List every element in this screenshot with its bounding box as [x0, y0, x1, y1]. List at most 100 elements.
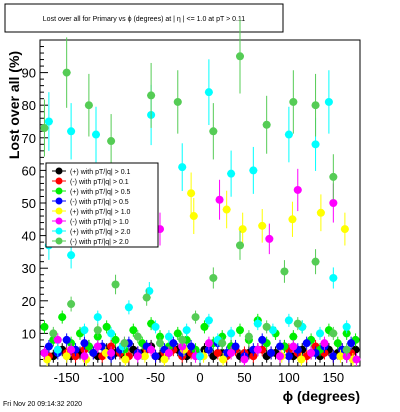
data-point — [80, 326, 89, 335]
data-point — [311, 101, 320, 110]
data-point — [215, 195, 224, 204]
x-tick-label: -50 — [146, 370, 165, 385]
legend-marker — [55, 167, 63, 175]
data-point — [164, 348, 173, 357]
y-tick-label: 20 — [22, 294, 36, 309]
data-point — [280, 267, 289, 276]
legend-marker — [55, 217, 63, 225]
data-point — [145, 287, 154, 296]
data-point — [140, 352, 149, 361]
y-tick-label: 40 — [22, 229, 36, 244]
x-tick-label: 100 — [278, 370, 300, 385]
data-point — [227, 329, 236, 338]
data-point — [169, 339, 178, 348]
data-point — [293, 185, 302, 194]
timestamp: Fri Nov 20 09:14:32 2020 — [3, 401, 82, 408]
data-point — [288, 215, 297, 224]
data-point — [227, 348, 236, 357]
legend: (+) with pT/|q| > 0.1 (-) with pT/|q| > 0… — [45, 162, 159, 248]
legend-marker — [55, 237, 63, 245]
data-point — [173, 97, 182, 106]
data-point — [284, 130, 293, 139]
data-point — [329, 199, 338, 207]
data-point — [258, 335, 267, 344]
chart-title: Lost over all for Primary vs ϕ (degrees)… — [43, 16, 246, 23]
data-point — [311, 140, 320, 149]
legend-marker — [55, 197, 63, 205]
data-point — [40, 322, 49, 331]
data-point — [133, 352, 142, 361]
data-point — [262, 322, 271, 331]
data-point — [333, 339, 342, 348]
data-point — [347, 339, 356, 348]
data-point — [352, 355, 361, 364]
data-point — [40, 348, 49, 357]
data-point — [62, 68, 71, 77]
legend-marker — [55, 177, 63, 185]
data-point — [93, 326, 102, 335]
legend-label: (+) with pT/|q| > 1.0 — [70, 209, 131, 216]
data-point — [209, 273, 218, 282]
data-point — [200, 322, 209, 331]
data-point — [302, 339, 311, 348]
data-point — [53, 345, 62, 354]
data-point — [49, 329, 58, 338]
data-point — [204, 339, 213, 348]
data-point — [151, 322, 160, 331]
data-point — [67, 300, 76, 309]
data-point — [80, 339, 89, 348]
data-point — [92, 130, 100, 139]
data-point — [84, 101, 93, 110]
data-point — [67, 251, 76, 260]
data-point — [284, 352, 293, 361]
data-point — [67, 345, 76, 354]
data-point — [53, 335, 62, 344]
data-point — [289, 332, 298, 341]
data-point — [107, 329, 116, 338]
data-point — [231, 342, 240, 351]
legend-box — [45, 162, 159, 248]
x-tick-label: 150 — [322, 370, 344, 385]
data-point — [142, 293, 151, 302]
data-point — [164, 332, 173, 341]
legend-marker — [55, 187, 63, 195]
y-tick-label: 70 — [22, 131, 36, 146]
data-point — [62, 335, 71, 344]
legend-label: (-) with pT/|q| > 2.0 — [70, 239, 129, 246]
data-point — [67, 127, 76, 136]
legend-marker — [55, 227, 63, 235]
data-point — [222, 205, 231, 214]
data-point — [289, 342, 298, 351]
data-point — [329, 352, 338, 361]
data-point — [316, 208, 325, 217]
data-point — [342, 345, 351, 354]
data-point — [93, 313, 102, 322]
data-point — [89, 348, 98, 357]
data-point — [204, 88, 213, 97]
data-point — [58, 313, 67, 322]
data-point — [249, 166, 258, 175]
data-point — [80, 352, 89, 361]
legend-label: (+) with pT/|q| > 2.0 — [70, 229, 131, 236]
data-point — [191, 313, 200, 322]
y-tick-label: 30 — [22, 261, 36, 276]
data-marks — [40, 19, 361, 366]
data-point — [265, 234, 274, 243]
legend-label: (-) with pT/|q| > 0.5 — [70, 199, 129, 206]
y-tick-label: 60 — [22, 163, 36, 178]
data-point — [240, 355, 249, 364]
data-point — [253, 319, 262, 328]
data-point — [129, 326, 138, 335]
data-point — [244, 332, 253, 341]
y-tick-label: 10 — [22, 326, 36, 341]
data-point — [124, 303, 133, 312]
data-point — [320, 339, 329, 348]
data-point — [236, 241, 244, 250]
x-axis-label: ϕ (degrees) — [283, 388, 360, 404]
data-point — [151, 352, 160, 361]
data-point — [324, 97, 333, 106]
data-point — [340, 225, 349, 234]
data-point — [120, 339, 129, 348]
data-point — [262, 120, 271, 129]
